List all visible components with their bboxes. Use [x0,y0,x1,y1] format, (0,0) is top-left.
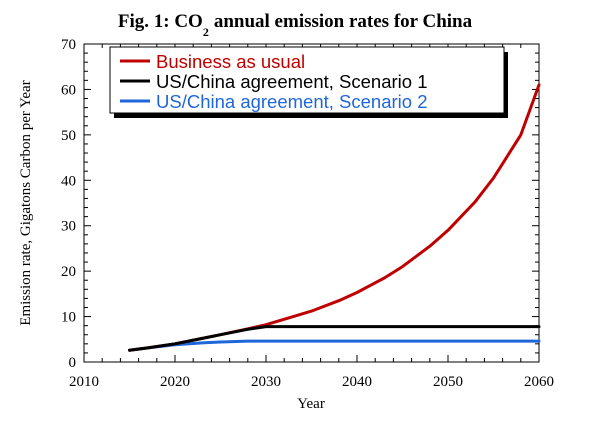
y-tick-label: 60 [61,82,76,98]
x-tick-label: 2040 [342,374,372,390]
plot-frame [83,43,540,363]
title-suffix: annual emission rates for China [214,11,473,32]
y-axis: 0 10 20 30 40 50 60 70 [61,37,539,371]
legend-label-2: US/China agreement, Scenario 1 [156,71,427,92]
x-axis-label: Year [297,396,325,412]
x-tick-label: 2020 [160,374,190,390]
y-tick-label: 50 [61,128,76,144]
y-tick-label: 30 [61,219,76,235]
x-tick-label: 2030 [251,374,281,390]
x-tick-label: 2050 [433,374,463,390]
x-tick-label: 2060 [524,374,554,390]
y-tick-label: 20 [61,264,76,280]
series-line-1 [128,83,541,352]
y-tick-label: 40 [61,173,76,189]
title-prefix: Fig. 1: CO [118,11,203,32]
legend-label-3: US/China agreement, Scenario 2 [156,91,427,112]
y-tick-label: 10 [61,310,76,326]
x-tick-label: 2010 [69,374,99,390]
chart-title: Fig. 1: CO2 annual emission rates for Chi… [118,11,473,39]
legend-label-1: Business as usual [156,51,305,72]
series-line-2 [128,325,541,352]
series-layer [128,83,541,352]
x-axis: 2010 2020 2030 2040 2050 2060 [69,44,554,390]
title-subscript: 2 [203,25,209,39]
y-tick-label: 70 [61,37,76,53]
y-tick-label: 0 [69,355,77,371]
legend-box [109,46,505,114]
y-axis-label: Emission rate, Gigatons Carbon per Year [18,80,34,325]
series-line-3 [128,339,541,352]
